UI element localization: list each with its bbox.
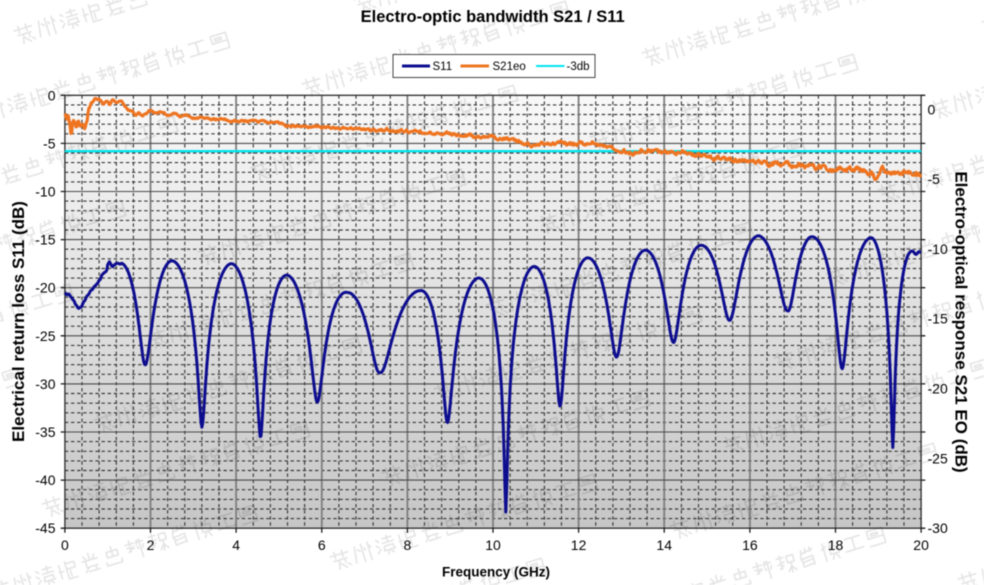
svg-text:Electrical return loss S11 (dB: Electrical return loss S11 (dB)	[9, 201, 28, 442]
svg-text:0: 0	[61, 537, 69, 553]
svg-text:-20: -20	[35, 280, 55, 296]
svg-text:-30: -30	[928, 520, 948, 536]
svg-text:Electro-optical response S21 E: Electro-optical response S21 EO (dB)	[952, 171, 971, 472]
svg-text:12: 12	[571, 537, 587, 553]
svg-text:S21eo: S21eo	[493, 61, 526, 73]
svg-text:-15: -15	[35, 232, 55, 248]
svg-text:-30: -30	[35, 376, 55, 392]
svg-text:16: 16	[742, 537, 758, 553]
svg-text:14: 14	[656, 537, 672, 553]
svg-text:20: 20	[913, 537, 929, 553]
svg-text:-10: -10	[35, 184, 55, 200]
svg-text:-20: -20	[928, 381, 948, 397]
svg-text:-35: -35	[35, 424, 55, 440]
svg-text:Frequency (GHz): Frequency (GHz)	[442, 565, 550, 580]
svg-text:8: 8	[404, 537, 412, 553]
svg-text:0: 0	[928, 101, 936, 117]
svg-text:-25: -25	[928, 450, 948, 466]
svg-text:4: 4	[232, 537, 240, 553]
svg-text:2: 2	[147, 537, 155, 553]
svg-text:10: 10	[485, 537, 501, 553]
svg-text:6: 6	[318, 537, 326, 553]
svg-text:-40: -40	[35, 472, 55, 488]
svg-text:-15: -15	[928, 311, 948, 327]
svg-text:-45: -45	[35, 520, 55, 536]
svg-text:Electro-optic bandwidth S21 /: Electro-optic bandwidth S21 / S11	[361, 8, 625, 26]
svg-text:0: 0	[48, 87, 56, 103]
svg-text:S11: S11	[433, 61, 453, 73]
svg-text:-10: -10	[928, 241, 948, 257]
svg-text:-25: -25	[35, 328, 55, 344]
svg-text:-5: -5	[43, 135, 56, 151]
svg-text:-3db: -3db	[567, 61, 590, 73]
svg-text:-5: -5	[928, 171, 941, 187]
svg-text:18: 18	[828, 537, 844, 553]
